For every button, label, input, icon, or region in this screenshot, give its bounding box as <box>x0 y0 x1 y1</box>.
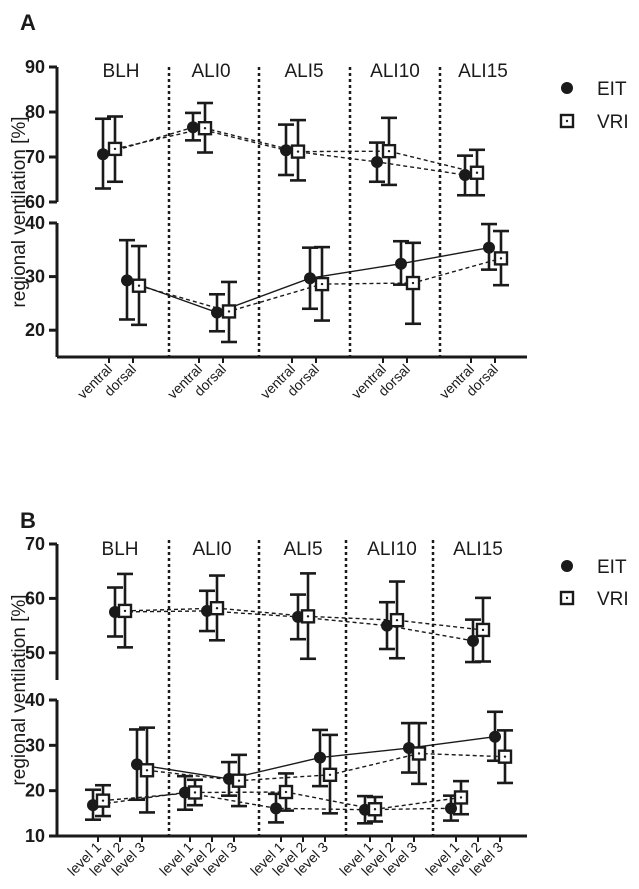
legend-label-vri: VRI <box>597 589 629 610</box>
y-tick-label: 30 <box>25 735 45 755</box>
legend-marker-eit <box>561 82 573 94</box>
y-tick-label: 20 <box>25 781 45 801</box>
data-point-dot <box>306 615 310 618</box>
y-tick-label: 50 <box>25 643 45 663</box>
panel-letter: B <box>20 508 36 533</box>
data-point-dot <box>328 773 332 776</box>
data-point-dot <box>296 150 300 153</box>
data-point-dot <box>227 310 231 313</box>
group-label: ALI5 <box>284 61 323 82</box>
y-axis-label: regional ventilation [%] <box>9 594 30 785</box>
y-tick-label: 80 <box>25 102 45 122</box>
panel-letter: A <box>20 10 36 35</box>
group-label: BLH <box>103 61 140 82</box>
legend-marker-dot <box>565 119 569 123</box>
legend-label-eit: EIT <box>597 557 627 578</box>
data-point-dot <box>387 149 391 153</box>
data-point-eit <box>371 155 383 168</box>
group-label: ALI10 <box>370 61 420 82</box>
data-point-dot <box>320 282 324 286</box>
data-point-dot <box>137 284 141 287</box>
data-point-dot <box>475 171 479 174</box>
data-point-dot <box>215 606 219 610</box>
y-tick-label: 40 <box>25 213 45 233</box>
data-point-dot <box>203 127 207 130</box>
series-line-vri <box>114 127 478 174</box>
group-label: ALI0 <box>191 61 230 82</box>
legend-marker-eit <box>561 560 573 572</box>
data-point-eit <box>314 751 326 764</box>
data-point-eit <box>459 169 471 181</box>
data-point-dot <box>499 257 503 260</box>
data-point-dot <box>417 752 421 755</box>
y-tick-label: 40 <box>25 690 45 710</box>
data-point-eit <box>97 148 109 161</box>
group-label: ALI15 <box>453 539 503 560</box>
y-axis-label: regional ventilation [%] <box>9 116 30 307</box>
legend-marker-dot <box>565 596 569 600</box>
y-tick-label: 60 <box>25 192 45 212</box>
group-label: ALI15 <box>458 61 508 82</box>
data-point-dot <box>503 755 507 758</box>
data-point-eit <box>304 272 316 285</box>
data-point-dot <box>481 628 485 632</box>
group-label: ALI5 <box>283 539 322 560</box>
y-tick-label: 70 <box>25 147 45 167</box>
data-point-dot <box>113 147 117 151</box>
group-label: ALI0 <box>192 539 231 560</box>
data-point-eit <box>489 730 501 743</box>
data-point-dot <box>101 799 105 802</box>
data-point-dot <box>411 281 415 285</box>
group-label: ALI10 <box>367 539 417 560</box>
data-point-dot <box>459 796 463 799</box>
data-point-eit <box>445 802 457 815</box>
data-point-eit <box>395 257 407 270</box>
data-point-dot <box>145 769 149 772</box>
legend-label-eit: EIT <box>597 79 627 100</box>
y-tick-label: 10 <box>25 826 45 846</box>
group-label: BLH <box>102 539 139 560</box>
y-tick-label: 30 <box>25 267 45 287</box>
data-point-eit <box>187 121 199 134</box>
y-tick-label: 90 <box>25 57 45 77</box>
data-point-eit <box>467 634 479 647</box>
data-point-dot <box>123 609 127 613</box>
data-point-eit <box>121 274 133 287</box>
data-point-dot <box>373 808 377 811</box>
data-point-eit <box>483 241 495 254</box>
y-tick-label: 20 <box>25 320 45 340</box>
data-point-dot <box>237 779 241 782</box>
data-point-dot <box>395 618 399 622</box>
data-point-dot <box>284 790 288 794</box>
data-point-dot <box>193 791 197 794</box>
data-point-eit <box>280 144 292 157</box>
legend-label-vri: VRI <box>597 112 629 133</box>
data-point-eit <box>211 306 223 319</box>
data-point-eit <box>270 802 282 815</box>
y-tick-label: 60 <box>25 588 45 608</box>
y-tick-label: 70 <box>25 534 45 554</box>
